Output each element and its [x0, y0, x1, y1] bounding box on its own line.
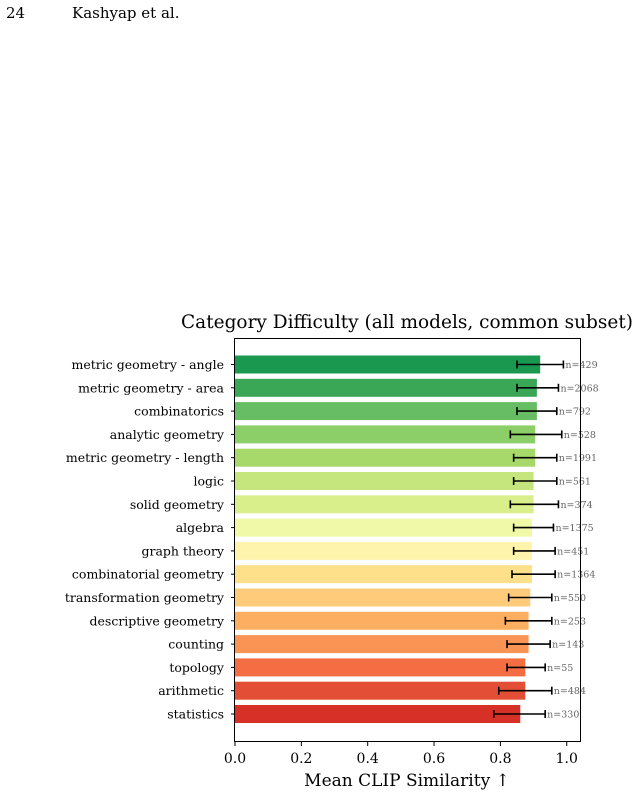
count-label: n=143	[552, 640, 584, 651]
count-label: n=429	[565, 360, 597, 371]
bar-solid-geometry	[235, 495, 534, 514]
y-tick-label: graph theory	[142, 543, 225, 558]
bars-group	[235, 355, 541, 723]
bar-arithmetic	[235, 681, 526, 700]
running-head: Kashyap et al.	[72, 4, 180, 22]
count-label: n=484	[554, 686, 586, 697]
x-tick-label: 0.8	[489, 751, 511, 767]
bar-combinatorics	[235, 402, 537, 421]
count-labels-group: n=429 n=2068 n=792 n=528 n=1991 n=561 n=374 n=1…	[547, 360, 599, 721]
count-label: n=1375	[555, 523, 593, 534]
error-bar	[516, 407, 558, 416]
x-axis-label: Mean CLIP Similarity ↑	[304, 771, 510, 791]
x-tick-label: 0.0	[224, 751, 246, 767]
bar-combinatorial-geometry	[235, 565, 532, 584]
y-tick-label: algebra	[176, 520, 225, 535]
y-tick-label: solid geometry	[130, 497, 225, 512]
error-bar	[506, 663, 546, 672]
error-bar	[512, 477, 558, 485]
count-label: n=451	[557, 546, 589, 557]
count-label: n=550	[554, 593, 586, 604]
bar-metric-geometry-angle	[235, 355, 541, 374]
count-label: n=1991	[559, 453, 597, 464]
y-tick-label: transformation geometry	[65, 590, 225, 605]
bar-logic	[235, 472, 534, 490]
count-label: n=55	[547, 663, 573, 674]
y-tick-label: metric geometry - length	[66, 450, 224, 465]
y-tick-label: combinatorial geometry	[72, 567, 225, 582]
count-label: n=528	[564, 430, 596, 441]
bar-graph-theory	[235, 541, 532, 560]
x-tick-label: 0.6	[423, 751, 445, 767]
bar-transformation-geometry	[235, 588, 531, 607]
count-label: n=374	[560, 500, 592, 511]
x-axis: 0.0 0.2 0.4 0.6 0.8 1.0	[224, 741, 578, 767]
count-label: n=792	[559, 407, 591, 418]
y-tick-label: arithmetic	[158, 683, 224, 698]
error-bar	[509, 430, 563, 439]
x-tick-label: 1.0	[556, 751, 578, 767]
y-tick-label: metric geometry - area	[78, 380, 224, 395]
bar-counting	[235, 635, 529, 654]
page-number: 24	[6, 4, 26, 22]
y-tick-labels: metric geometry - angle metric geometry -…	[65, 357, 235, 722]
error-bar	[512, 523, 555, 532]
page-header: 24 Kashyap et al.	[6, 4, 179, 22]
error-bar	[512, 546, 556, 555]
bar-metric-geometry-length	[235, 448, 536, 467]
error-bar	[504, 616, 553, 625]
error-bar	[516, 360, 565, 369]
x-tick-label: 0.2	[290, 751, 312, 767]
y-tick-label: counting	[168, 637, 224, 652]
error-bar	[492, 710, 546, 718]
count-label: n=253	[554, 616, 586, 627]
y-tick-label: metric geometry - angle	[71, 357, 224, 372]
count-label: n=1364	[557, 570, 595, 581]
error-bar	[509, 500, 560, 509]
error-bar	[516, 383, 560, 392]
count-label: n=330	[547, 710, 579, 721]
bar-descriptive-geometry	[235, 611, 529, 630]
bar-algebra	[235, 518, 532, 537]
y-tick-label: logic	[193, 474, 224, 489]
error-bar	[497, 686, 553, 695]
count-label: n=561	[559, 477, 591, 488]
chart-title: Category Difficulty (all models, common …	[181, 312, 633, 333]
y-tick-label: topology	[169, 660, 225, 675]
plot-frame	[234, 338, 581, 742]
count-label: n=2068	[560, 383, 598, 394]
bar-metric-geometry-area	[235, 378, 537, 397]
x-tick-label: 0.4	[357, 751, 379, 767]
error-bars-group	[492, 360, 565, 718]
y-tick-label: analytic geometry	[110, 427, 225, 442]
bar-analytic-geometry	[235, 425, 536, 444]
bar-statistics	[235, 705, 521, 723]
y-tick-label: statistics	[167, 707, 224, 722]
bar-topology	[235, 658, 526, 677]
y-tick-label: combinatorics	[134, 404, 224, 419]
error-bar	[507, 593, 553, 602]
error-bar	[511, 570, 556, 579]
y-tick-label: descriptive geometry	[90, 613, 225, 628]
error-bar	[512, 453, 558, 462]
error-bar	[506, 640, 551, 649]
